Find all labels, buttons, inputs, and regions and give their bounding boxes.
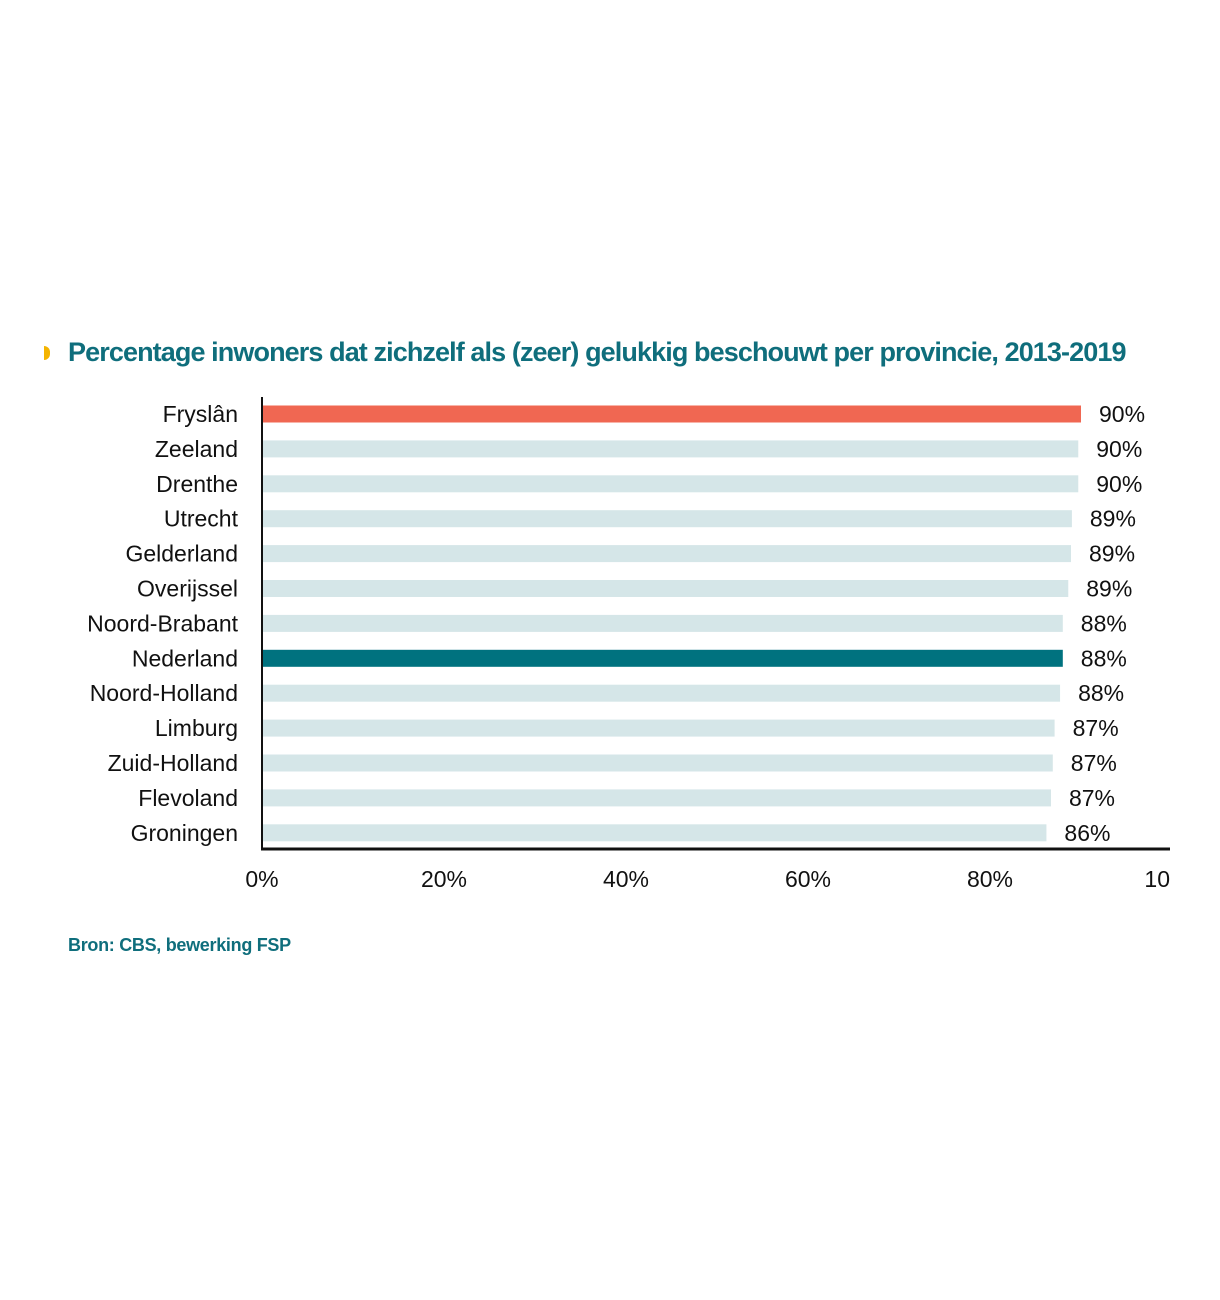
- category-label: Noord-Holland: [90, 680, 238, 706]
- category-label: Limburg: [155, 715, 238, 741]
- category-label: Gelderland: [125, 541, 238, 567]
- title-marker-icon: [44, 346, 50, 360]
- x-tick-label: 10: [1144, 866, 1170, 892]
- x-tick-label: 80%: [967, 866, 1013, 892]
- bar: [262, 754, 1053, 772]
- bar: [262, 614, 1063, 632]
- data-label: 89%: [1086, 576, 1132, 602]
- category-label: Utrecht: [164, 506, 239, 532]
- data-label: 86%: [1064, 820, 1110, 846]
- data-label: 89%: [1089, 541, 1135, 567]
- category-label: Zuid-Holland: [108, 750, 238, 776]
- data-label: 89%: [1090, 506, 1136, 532]
- data-label: 90%: [1099, 401, 1145, 427]
- data-label: 90%: [1096, 436, 1142, 462]
- data-label: 87%: [1071, 750, 1117, 776]
- category-label: Drenthe: [156, 471, 238, 497]
- category-label: Flevoland: [138, 785, 238, 811]
- category-label: Fryslân: [163, 401, 238, 427]
- bar: [262, 510, 1072, 528]
- bar: [262, 824, 1047, 842]
- bar: [262, 545, 1071, 563]
- x-tick-label: 40%: [603, 866, 649, 892]
- category-label: Groningen: [131, 820, 238, 846]
- bar: [262, 649, 1063, 667]
- x-tick-label: 20%: [421, 866, 467, 892]
- x-tick-label: 60%: [785, 866, 831, 892]
- bar: [262, 789, 1051, 807]
- chart-title: Percentage inwoners dat zichzelf als (ze…: [68, 337, 1127, 367]
- category-label: Overijssel: [137, 576, 238, 602]
- category-label: Zeeland: [155, 436, 238, 462]
- chart-source: Bron: CBS, bewerking FSP: [68, 935, 291, 955]
- bar: [262, 684, 1061, 702]
- data-label: 87%: [1073, 715, 1119, 741]
- bar: [262, 405, 1081, 423]
- category-label: Noord-Brabant: [87, 610, 238, 636]
- data-label: 87%: [1069, 785, 1115, 811]
- bar: [262, 475, 1079, 493]
- data-label: 88%: [1078, 680, 1124, 706]
- data-label: 88%: [1081, 610, 1127, 636]
- data-label: 90%: [1096, 471, 1142, 497]
- bar: [262, 580, 1069, 597]
- bar: [262, 440, 1079, 458]
- x-tick-label: 0%: [245, 866, 278, 892]
- category-label: Nederland: [132, 645, 238, 671]
- bar: [262, 719, 1055, 737]
- data-label: 88%: [1081, 645, 1127, 671]
